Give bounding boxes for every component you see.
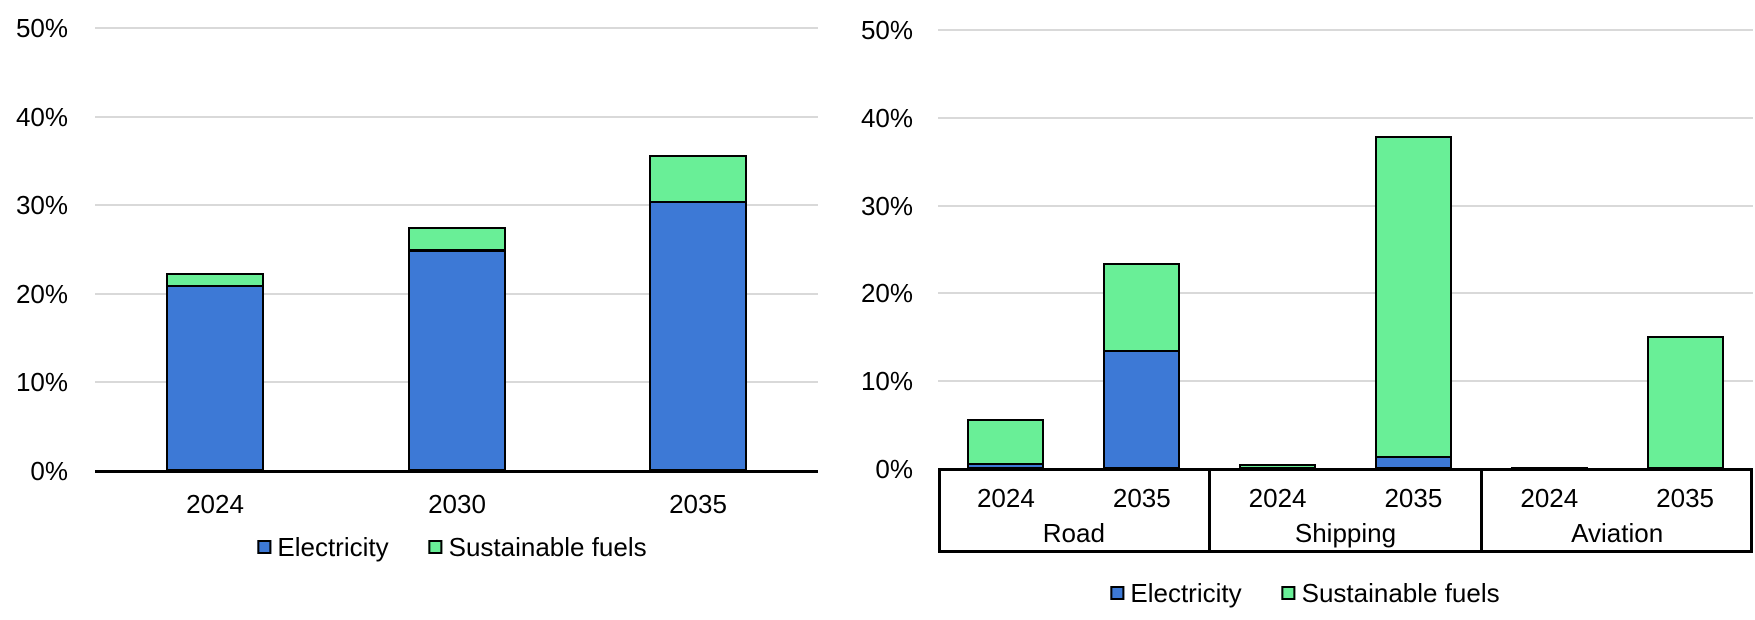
x-axis-category-label: 2024 bbox=[976, 483, 1035, 513]
x-axis-category-label: 2030 bbox=[428, 489, 486, 519]
category-axis-divider bbox=[1479, 469, 1483, 553]
y-axis-tick-label: 10% bbox=[860, 366, 913, 397]
gridline bbox=[95, 204, 818, 207]
y-axis-tick-label: 50% bbox=[860, 15, 913, 45]
gridline bbox=[938, 29, 1753, 31]
legend-item: Electricity bbox=[257, 532, 389, 562]
legend-swatch-electricity bbox=[1110, 586, 1125, 600]
legend-item: Electricity bbox=[1110, 578, 1242, 608]
legend-item: Sustainable fuels bbox=[428, 532, 647, 562]
legend-item: Sustainable fuels bbox=[1281, 578, 1500, 608]
y-axis-tick-label: 30% bbox=[15, 190, 68, 221]
bar-segment-sustainable-fuels bbox=[967, 418, 1045, 465]
legend-swatch-electricity bbox=[257, 540, 272, 554]
y-axis-tick-label: 40% bbox=[15, 101, 68, 132]
x-axis-group-label: Road bbox=[1042, 518, 1105, 548]
gridline bbox=[95, 27, 818, 29]
y-axis-tick-label: 30% bbox=[860, 190, 913, 221]
gridline bbox=[938, 116, 1753, 119]
bar-segment-sustainable-fuels bbox=[1374, 136, 1452, 458]
y-axis-tick-label: 40% bbox=[860, 102, 913, 133]
bar-segment-sustainable-fuels bbox=[408, 227, 506, 252]
bar-segment-electricity bbox=[166, 284, 264, 471]
bar-segment-electricity bbox=[1103, 350, 1181, 469]
legend: Electricity Sustainable fuels bbox=[257, 532, 647, 562]
y-axis-tick-label: 20% bbox=[860, 278, 913, 309]
y-axis-tick-label: 10% bbox=[15, 367, 68, 398]
gridline bbox=[938, 380, 1753, 383]
x-axis-category-label: 2035 bbox=[1112, 483, 1171, 513]
bar-segment-sustainable-fuels bbox=[1103, 262, 1181, 353]
y-axis-tick-label: 20% bbox=[15, 278, 68, 309]
x-axis-category-label: 2024 bbox=[1248, 483, 1307, 513]
x-axis-category-label: 2024 bbox=[186, 489, 244, 519]
category-axis-divider bbox=[1208, 469, 1212, 553]
legend-label: Sustainable fuels bbox=[448, 532, 647, 562]
x-axis-category-label: 2035 bbox=[1384, 483, 1443, 513]
x-axis-group-label: Shipping bbox=[1294, 518, 1397, 548]
x-axis-line bbox=[95, 469, 818, 473]
legend-label: Electricity bbox=[277, 532, 389, 562]
bar-segment-electricity bbox=[649, 200, 747, 471]
bar-segment-sustainable-fuels bbox=[1646, 335, 1724, 469]
y-axis-tick-label: 0% bbox=[875, 454, 913, 484]
bar-segment-electricity bbox=[408, 249, 506, 471]
gridline bbox=[938, 292, 1753, 295]
x-axis-line bbox=[938, 467, 1753, 471]
legend-label: Sustainable fuels bbox=[1301, 578, 1500, 608]
bar-segment-sustainable-fuels bbox=[649, 154, 747, 203]
bar-segment-sustainable-fuels bbox=[166, 272, 264, 287]
gridline bbox=[938, 204, 1753, 207]
legend-label: Electricity bbox=[1130, 578, 1242, 608]
x-axis-category-label: 2024 bbox=[1520, 483, 1579, 513]
category-axis-box bbox=[938, 469, 1753, 553]
y-axis-tick-label: 50% bbox=[15, 13, 68, 43]
x-axis-category-label: 2035 bbox=[669, 489, 727, 519]
legend: Electricity Sustainable fuels bbox=[1110, 578, 1500, 608]
gridline bbox=[95, 115, 818, 118]
legend-swatch-sustainable-fuels bbox=[428, 540, 443, 554]
x-axis-category-label: 2035 bbox=[1656, 483, 1715, 513]
y-axis-tick-label: 0% bbox=[30, 456, 68, 486]
legend-swatch-sustainable-fuels bbox=[1281, 586, 1296, 600]
x-axis-group-label: Aviation bbox=[1571, 518, 1664, 548]
